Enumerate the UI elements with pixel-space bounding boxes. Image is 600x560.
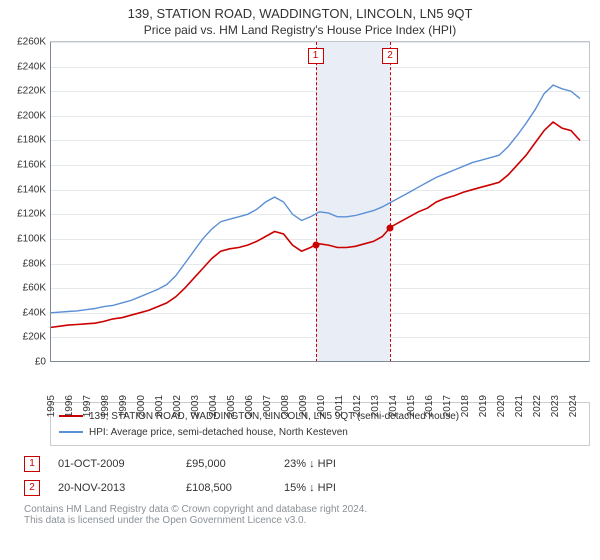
y-tick-label: £240K bbox=[17, 61, 46, 72]
x-tick-label: 2006 bbox=[244, 395, 255, 417]
sale-price: £108,500 bbox=[186, 482, 266, 494]
footer-line: Contains HM Land Registry data © Crown c… bbox=[24, 504, 590, 515]
sale-price: £95,000 bbox=[186, 458, 266, 470]
x-tick-label: 2009 bbox=[298, 395, 309, 417]
x-tick-label: 2023 bbox=[550, 395, 561, 417]
x-tick-label: 2005 bbox=[226, 395, 237, 417]
y-tick-label: £140K bbox=[17, 184, 46, 195]
y-tick-label: £220K bbox=[17, 86, 46, 97]
series-price_paid bbox=[50, 122, 580, 328]
y-tick-label: £80K bbox=[23, 258, 46, 269]
legend-label: HPI: Average price, semi-detached house,… bbox=[89, 427, 348, 438]
x-tick-label: 2008 bbox=[280, 395, 291, 417]
x-tick-label: 2000 bbox=[136, 395, 147, 417]
sale-date: 20-NOV-2013 bbox=[58, 482, 168, 494]
y-tick-label: £120K bbox=[17, 209, 46, 220]
y-tick-label: £100K bbox=[17, 233, 46, 244]
x-tick-label: 1997 bbox=[82, 395, 93, 417]
y-tick-label: £0 bbox=[35, 357, 46, 368]
chart-title: 139, STATION ROAD, WADDINGTON, LINCOLN, … bbox=[0, 0, 600, 21]
x-tick-label: 2020 bbox=[496, 395, 507, 417]
legend-swatch bbox=[59, 431, 83, 433]
x-tick-label: 2022 bbox=[532, 395, 543, 417]
sales-table: 1 01-OCT-2009 £95,000 23% ↓ HPI 2 20-NOV-2013… bbox=[24, 452, 590, 500]
x-tick-label: 2017 bbox=[442, 395, 453, 417]
sale-delta: 15% ↓ HPI bbox=[284, 482, 384, 494]
sale-marker bbox=[312, 242, 319, 249]
chart-plot-area: £0£20K£40K£60K£80K£100K£120K£140K£160K£1… bbox=[50, 41, 590, 362]
y-tick-label: £20K bbox=[23, 332, 46, 343]
sale-date: 01-OCT-2009 bbox=[58, 458, 168, 470]
x-tick-label: 2003 bbox=[190, 395, 201, 417]
x-tick-label: 2021 bbox=[514, 395, 525, 417]
sale-badge: 1 bbox=[24, 456, 40, 472]
x-tick-label: 2007 bbox=[262, 395, 273, 417]
x-tick-label: 1996 bbox=[64, 395, 75, 417]
y-tick-label: £200K bbox=[17, 110, 46, 121]
x-tick-label: 2001 bbox=[154, 395, 165, 417]
x-tick-label: 1999 bbox=[118, 395, 129, 417]
footer-line: This data is licensed under the Open Gov… bbox=[24, 515, 590, 526]
sale-delta: 23% ↓ HPI bbox=[284, 458, 384, 470]
x-tick-label: 2016 bbox=[424, 395, 435, 417]
x-tick-label: 2013 bbox=[370, 395, 381, 417]
y-tick-label: £40K bbox=[23, 307, 46, 318]
sale-marker bbox=[387, 225, 394, 232]
y-tick-label: £180K bbox=[17, 135, 46, 146]
x-tick-label: 2012 bbox=[352, 395, 363, 417]
footer-attribution: Contains HM Land Registry data © Crown c… bbox=[24, 504, 590, 526]
x-tick-label: 2019 bbox=[478, 395, 489, 417]
x-tick-label: 2011 bbox=[334, 395, 345, 417]
sale-row: 2 20-NOV-2013 £108,500 15% ↓ HPI bbox=[24, 476, 590, 500]
x-tick-label: 2018 bbox=[460, 395, 471, 417]
legend-item: HPI: Average price, semi-detached house,… bbox=[59, 424, 581, 440]
y-tick-label: £160K bbox=[17, 160, 46, 171]
x-tick-label: 2015 bbox=[406, 395, 417, 417]
x-tick-label: 1998 bbox=[100, 395, 111, 417]
x-tick-label: 2014 bbox=[388, 395, 399, 417]
x-tick-label: 2010 bbox=[316, 395, 327, 417]
y-tick-label: £60K bbox=[23, 283, 46, 294]
y-tick-label: £260K bbox=[17, 37, 46, 48]
sale-badge: 2 bbox=[24, 480, 40, 496]
x-tick-label: 2024 bbox=[568, 395, 579, 417]
series-hpi bbox=[50, 85, 580, 313]
sale-row: 1 01-OCT-2009 £95,000 23% ↓ HPI bbox=[24, 452, 590, 476]
x-tick-label: 1995 bbox=[46, 395, 57, 417]
x-tick-label: 2004 bbox=[208, 395, 219, 417]
chart-subtitle: Price paid vs. HM Land Registry's House … bbox=[0, 21, 600, 41]
x-tick-label: 2002 bbox=[172, 395, 183, 417]
